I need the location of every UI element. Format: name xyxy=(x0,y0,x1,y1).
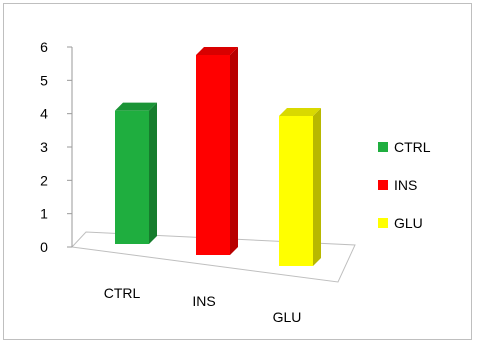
chart-axes xyxy=(67,46,356,283)
legend-label: INS xyxy=(394,177,417,193)
x-category-label: INS xyxy=(192,293,215,309)
y-tick-label: 2 xyxy=(40,172,48,188)
chart-bars xyxy=(115,47,321,266)
y-tick-label: 4 xyxy=(40,106,48,122)
bar-top xyxy=(115,102,157,111)
chart-labels: 0 1 2 3 4 5 6 CTRL INS GLU xyxy=(40,39,301,325)
chart-legend: CTRL INS GLU xyxy=(378,139,431,231)
x-category-label: GLU xyxy=(273,309,302,325)
x-category-label: CTRL xyxy=(104,285,141,301)
y-tick-label: 1 xyxy=(40,206,48,222)
bar-side xyxy=(149,102,157,245)
bar-side xyxy=(313,108,321,266)
y-tick-label: 6 xyxy=(40,39,48,55)
y-tick-label: 3 xyxy=(40,139,48,155)
y-tick-label: 5 xyxy=(40,72,48,88)
bar-top xyxy=(196,47,238,55)
bar-front xyxy=(196,55,230,255)
y-tick-label: 0 xyxy=(40,239,48,255)
legend-swatch xyxy=(378,142,388,152)
chart-floor xyxy=(70,231,356,283)
bar-ctrl xyxy=(115,102,157,245)
bar-top xyxy=(279,108,321,116)
legend-item-ins: INS xyxy=(378,177,417,193)
bar-side xyxy=(230,47,238,255)
bar-glu xyxy=(279,108,321,266)
legend-swatch xyxy=(378,180,388,190)
bar-front xyxy=(115,110,149,245)
legend-item-ctrl: CTRL xyxy=(378,139,431,155)
legend-item-glu: GLU xyxy=(378,215,423,231)
legend-label: CTRL xyxy=(394,139,431,155)
legend-label: GLU xyxy=(394,215,423,231)
bar-front xyxy=(279,116,313,266)
legend-swatch xyxy=(378,218,388,228)
bar-ins xyxy=(196,47,238,255)
